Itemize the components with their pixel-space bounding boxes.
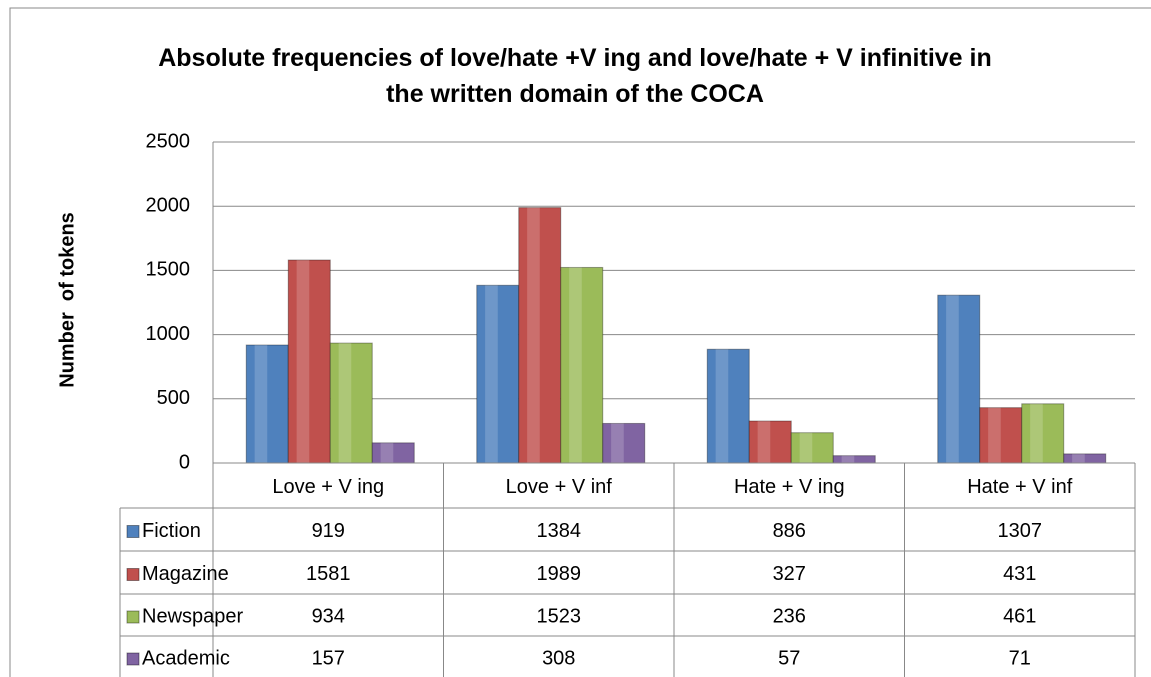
bar-shine [485, 285, 498, 463]
bar-shine [715, 349, 729, 463]
legend-swatch [126, 652, 140, 666]
bar-shine [296, 259, 310, 463]
bar-shine [611, 423, 624, 463]
table-value: 1523 [537, 605, 582, 627]
table-value: 308 [542, 647, 575, 669]
table-value: 1581 [306, 563, 351, 585]
x-tick-label: Hate + V inf [967, 476, 1073, 498]
bar-shine [254, 345, 268, 463]
bar [1021, 403, 1065, 464]
y-tick-label: 2000 [146, 194, 191, 216]
bar-shine [757, 421, 771, 463]
legend-swatch [126, 610, 140, 624]
bar [790, 432, 834, 464]
table-value: 157 [312, 647, 345, 669]
bar [287, 259, 331, 464]
table-value: 236 [773, 605, 806, 627]
bar-shine [380, 442, 394, 463]
table-value: 1384 [537, 520, 582, 542]
legend-label: Fiction [142, 520, 201, 542]
y-axis-label: Number of tokens [56, 212, 78, 388]
x-tick-label: Love + V ing [272, 476, 384, 498]
bar-shine [799, 432, 813, 463]
table-value: 431 [1003, 563, 1036, 585]
chart-title: Absolute frequencies of love/hate +V ing… [158, 44, 992, 108]
table-value: 327 [773, 563, 806, 585]
x-tick-label: Hate + V ing [734, 476, 845, 498]
bar [602, 422, 646, 464]
bar [518, 207, 562, 464]
x-tick-label: Love + V inf [506, 476, 613, 498]
bar-shine [1072, 453, 1085, 463]
bar-shine [841, 455, 855, 463]
table-value: 1307 [998, 520, 1043, 542]
legend-label: Newspaper [142, 605, 244, 627]
bar-shine [527, 207, 540, 463]
y-tick-label: 0 [179, 451, 190, 473]
y-tick-label: 1500 [146, 259, 191, 281]
table-value: 57 [778, 647, 800, 669]
table-value: 919 [312, 520, 345, 542]
bar-shine [988, 407, 1001, 463]
chart-border [9, 7, 1151, 677]
bar [245, 344, 289, 464]
bar-shine [1030, 403, 1043, 463]
y-tick-label: 500 [157, 387, 190, 409]
legend-swatch [126, 525, 140, 538]
table-value: 886 [773, 520, 806, 542]
bar [329, 342, 373, 464]
bar-shine [946, 295, 959, 463]
bar [937, 294, 981, 464]
bar-shine [338, 343, 352, 463]
y-tick-label: 1000 [146, 323, 191, 345]
bar [560, 266, 604, 464]
bar [706, 348, 750, 464]
legend-label: Magazine [142, 563, 229, 585]
table-value: 461 [1003, 605, 1036, 627]
table-value: 934 [312, 605, 345, 627]
legend-label: Academic [142, 647, 230, 669]
y-tick-label: 2500 [146, 130, 191, 152]
legend-swatch [126, 568, 140, 581]
table-value: 1989 [537, 563, 582, 585]
bar-shine [569, 267, 582, 463]
bar [748, 420, 792, 464]
table-value: 71 [1009, 647, 1031, 669]
